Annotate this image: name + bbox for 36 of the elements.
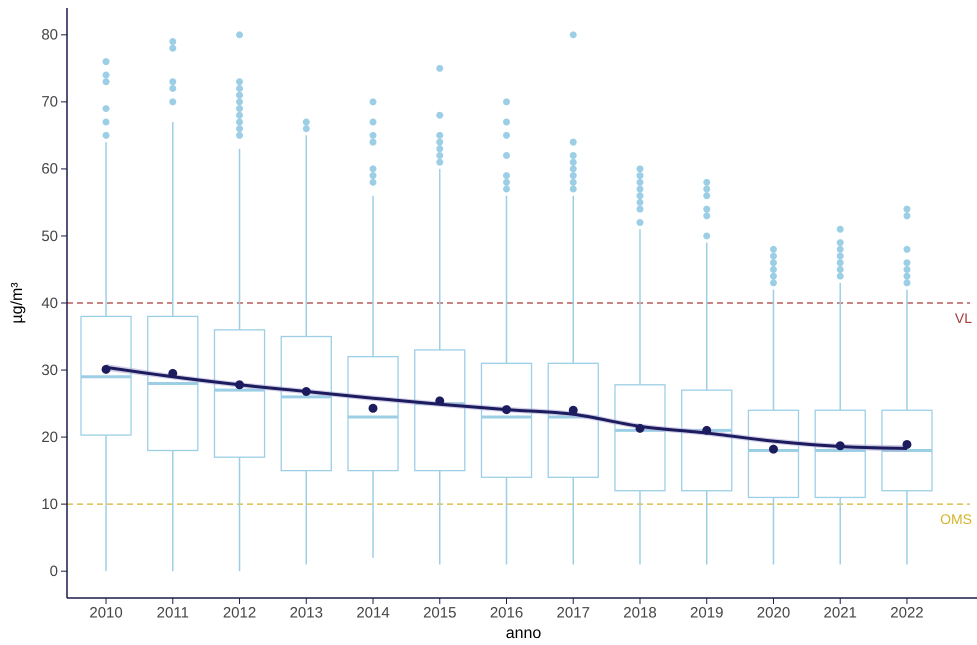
x-tick-label: 2016 <box>490 604 524 622</box>
x-tick-label: 2022 <box>890 604 924 622</box>
x-tick-label: 2020 <box>756 604 790 622</box>
point <box>836 441 845 450</box>
point <box>368 404 378 413</box>
point <box>235 380 244 390</box>
x-tick-label: 2014 <box>356 604 390 622</box>
x-tick-label: 2013 <box>290 604 323 622</box>
y-tick-label: 20 <box>41 428 58 446</box>
ref-line-label: VL <box>954 310 972 326</box>
x-tick-label: 2015 <box>423 604 456 622</box>
x-axis-title: anno <box>506 625 542 642</box>
x-tick-label: 2010 <box>89 604 123 622</box>
y-tick-label: 0 <box>50 562 58 580</box>
y-tick-label: 70 <box>41 94 58 111</box>
y-axis-title: µg/m³ <box>9 282 26 324</box>
x-tick-label: 2017 <box>556 604 590 622</box>
y-tick-label: 80 <box>41 26 58 44</box>
point <box>102 364 111 374</box>
point <box>635 424 644 433</box>
ref-line-label: OMS <box>940 511 972 528</box>
y-tick-label: 10 <box>41 496 58 513</box>
y-tick-label: 30 <box>41 362 58 379</box>
x-tick-label: 2019 <box>690 604 724 622</box>
point <box>902 440 912 449</box>
x-tick-label: 2021 <box>824 604 857 622</box>
point <box>768 444 778 454</box>
y-tick-label: 50 <box>41 228 58 245</box>
x-tick-label: 2018 <box>623 604 657 622</box>
x-tick-label: 2012 <box>222 604 256 622</box>
y-tick-label: 60 <box>41 160 58 178</box>
point <box>302 387 311 396</box>
point <box>502 405 511 414</box>
y-tick-label: 40 <box>41 294 58 312</box>
x-tick-label: 2011 <box>156 604 189 622</box>
point <box>702 426 712 435</box>
